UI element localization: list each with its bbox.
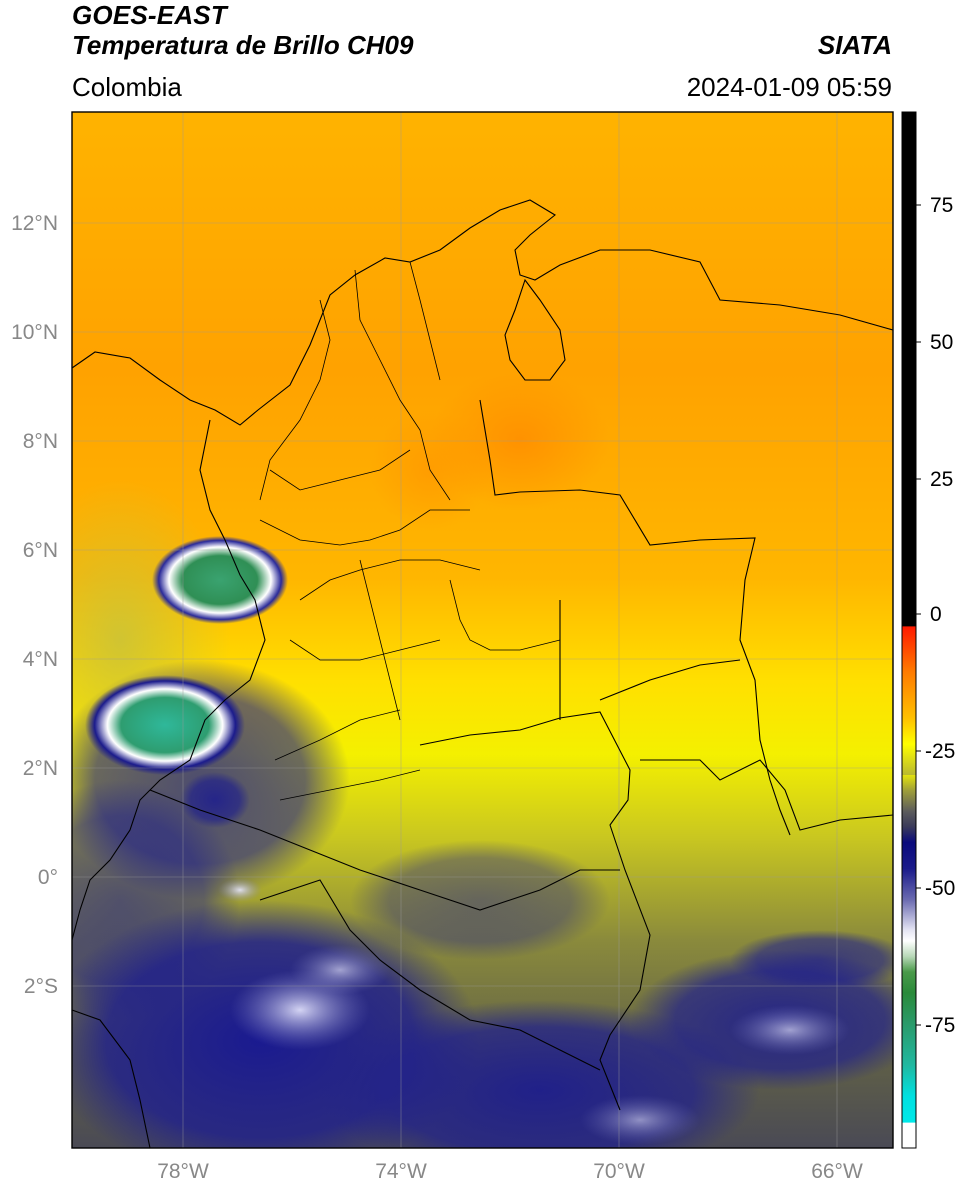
colorbar-label: -25 bbox=[925, 740, 955, 763]
brazil-border bbox=[640, 759, 894, 831]
lat-label: 2°N bbox=[23, 757, 58, 780]
department-lines bbox=[259, 261, 561, 801]
region-label: Colombia bbox=[72, 72, 182, 102]
peru-south-border bbox=[259, 879, 601, 1071]
colorbar-label: -50 bbox=[925, 877, 955, 900]
longitude-labels: 78°W 74°W 70°W 66°W bbox=[157, 1160, 863, 1183]
lat-label: 6°N bbox=[23, 539, 58, 562]
graticule bbox=[72, 112, 893, 1148]
lon-label: 66°W bbox=[811, 1160, 863, 1183]
brightness-temperature-image bbox=[72, 112, 893, 1148]
colorbar-label: 0 bbox=[930, 603, 942, 626]
lat-label: 4°N bbox=[23, 648, 58, 671]
map-frame bbox=[71, 111, 894, 1149]
ecuador-peru-border bbox=[149, 789, 620, 911]
lat-label: 8°N bbox=[23, 430, 58, 453]
colorbar-label: 50 bbox=[930, 331, 953, 354]
lat-label: 0° bbox=[38, 866, 58, 889]
colombia-south-border bbox=[419, 711, 651, 1111]
product-title: Temperatura de Brillo CH09 bbox=[72, 30, 414, 60]
colorbar-label: 75 bbox=[930, 194, 953, 217]
caribbean-coastline bbox=[71, 199, 894, 426]
maracaibo-lake bbox=[504, 278, 566, 381]
colorbar-frame bbox=[901, 111, 917, 1149]
lon-label: 74°W bbox=[375, 1160, 427, 1183]
colorbar-ticks bbox=[916, 204, 921, 1026]
satellite-title: GOES-EAST bbox=[72, 0, 227, 30]
lon-label: 70°W bbox=[593, 1160, 645, 1183]
colorbar: 75 50 25 0 -25 -50 -75 bbox=[901, 111, 955, 1149]
colombia-venezuela-border bbox=[479, 399, 791, 836]
lat-label: 10°N bbox=[11, 321, 58, 344]
latitude-labels: 12°N 10°N 8°N 6°N 4°N 2°N 0° 2°S bbox=[11, 212, 58, 998]
colorbar-gradient bbox=[902, 112, 916, 1148]
lat-label: 12°N bbox=[11, 212, 58, 235]
colorbar-label: -75 bbox=[925, 1014, 955, 1037]
lat-label: 2°S bbox=[24, 975, 58, 998]
brand-label: SIATA bbox=[817, 30, 892, 60]
datetime-label: 2024-01-09 05:59 bbox=[686, 72, 892, 102]
colorbar-label: 25 bbox=[930, 468, 953, 491]
southwest-border bbox=[71, 1009, 151, 1149]
lon-label: 78°W bbox=[157, 1160, 209, 1183]
venezuela-interior-border bbox=[559, 600, 741, 720]
